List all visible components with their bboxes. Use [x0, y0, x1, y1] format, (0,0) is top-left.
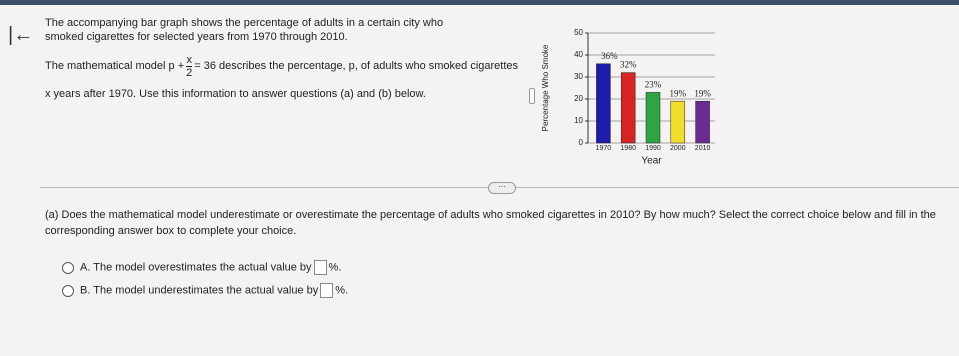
value-label: 19%: [670, 88, 687, 98]
formula-rhs: = 36: [194, 60, 216, 72]
value-label: 19%: [694, 88, 711, 98]
radio[interactable]: [62, 284, 74, 297]
choice-b[interactable]: B. The model underestimates the actual v…: [62, 283, 348, 298]
choice-a[interactable]: A. The model overestimates the actual va…: [62, 260, 341, 275]
y-tick-label: 40: [574, 50, 583, 59]
formula-lhs: p +: [168, 60, 185, 72]
choice-unit: %.: [328, 261, 342, 274]
choice-text: The model underestimates the actual valu…: [93, 284, 319, 297]
x-tick-label: 2010: [695, 145, 711, 152]
denominator: 2: [186, 66, 193, 79]
question: (a) Does the mathematical model underest…: [45, 209, 936, 237]
y-tick-label: 30: [574, 72, 583, 81]
bar: [620, 72, 636, 144]
answer-box[interactable]: [320, 283, 334, 298]
chart: 0 10 20 30 40 50 Percentage Who Smoke Year 1970 3…: [541, 28, 715, 167]
x-tick-label: 1970: [596, 145, 612, 152]
x-axis-title: Year: [641, 156, 662, 167]
choice-letter: B.: [80, 284, 91, 297]
scroll-handle[interactable]: [529, 88, 535, 104]
y-axis-title: Percentage Who Smoke: [541, 44, 550, 131]
back-button[interactable]: |←: [8, 24, 34, 46]
x-tick-label: 1990: [645, 145, 661, 152]
value-label: 32%: [620, 60, 637, 70]
choice-text: The model overestimates the actual value…: [93, 261, 312, 274]
radio[interactable]: [62, 261, 74, 274]
model-after: describes the percentage, p, of adults w…: [45, 60, 519, 100]
value-label: 23%: [645, 79, 662, 89]
y-tick-label: 50: [574, 28, 583, 37]
x-tick-label: 2000: [670, 145, 686, 152]
numerator: x: [186, 53, 193, 67]
x-tick-label: 1980: [620, 145, 636, 152]
bar: [695, 100, 710, 144]
value-label: 36%: [601, 51, 618, 61]
y-tick-label: 10: [574, 116, 583, 125]
intro: The accompanying bar graph shows the per…: [45, 17, 444, 43]
model-before: The mathematical model: [45, 60, 166, 72]
model-text: The mathematical model p + x 2 = 36 describ…: [45, 52, 520, 108]
choice-unit: %.: [335, 284, 349, 297]
bar: [670, 100, 686, 144]
expand-button[interactable]: ···: [488, 182, 516, 194]
y-tick-label: 20: [574, 94, 583, 103]
answer-box[interactable]: [313, 260, 327, 275]
choice-letter: A.: [80, 261, 91, 274]
top-bar: [0, 0, 959, 5]
bar: [645, 92, 661, 144]
bar: [596, 63, 611, 144]
y-tick-label: 0: [579, 138, 584, 147]
